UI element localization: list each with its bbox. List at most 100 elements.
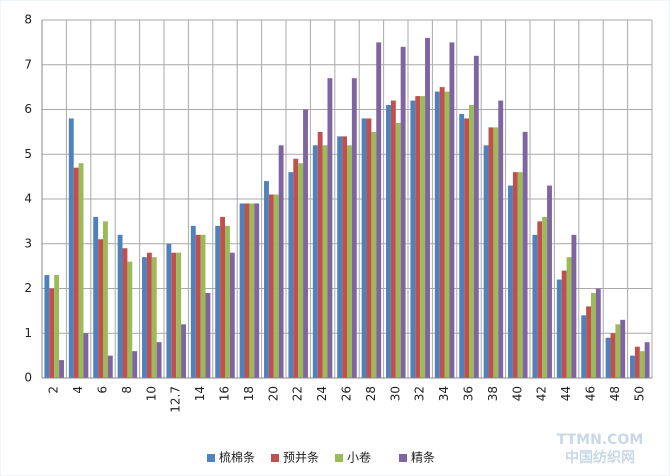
x-tick-label: 30 — [388, 386, 402, 401]
bar — [615, 324, 621, 378]
bar — [542, 216, 548, 378]
y-tick-label: 6 — [24, 102, 32, 116]
bar — [591, 292, 596, 378]
y-tick-label: 5 — [24, 147, 32, 161]
x-tick-label: 34 — [437, 386, 451, 401]
bar — [415, 96, 421, 378]
x-tick-label: 44 — [559, 386, 573, 401]
bar — [44, 275, 50, 378]
bar — [132, 351, 138, 378]
bar — [200, 234, 206, 378]
bar — [371, 131, 377, 378]
bar — [493, 127, 499, 379]
bar — [278, 145, 284, 378]
bar — [264, 181, 269, 378]
x-tick-label: 12.7 — [169, 386, 183, 413]
bar — [49, 288, 55, 378]
x-tick-label: 28 — [364, 386, 378, 401]
bar — [181, 324, 186, 378]
y-tick-label: 8 — [24, 13, 32, 27]
bar — [473, 55, 479, 379]
x-tick-label: 36 — [462, 386, 476, 401]
bar — [464, 118, 469, 378]
x-tick-label: 50 — [632, 386, 646, 401]
bar — [361, 118, 367, 378]
legend-swatch — [399, 454, 407, 462]
legend-swatch — [335, 454, 343, 462]
bar — [512, 172, 518, 378]
bar — [410, 100, 416, 379]
bar — [54, 275, 60, 378]
x-tick-label: 16 — [218, 386, 232, 401]
bar — [469, 105, 474, 379]
bar — [449, 42, 455, 378]
bar — [586, 306, 591, 378]
bar — [205, 292, 211, 378]
bar — [156, 342, 162, 378]
x-tick-label: 20 — [266, 386, 280, 401]
bar — [303, 109, 308, 378]
bar — [547, 185, 552, 378]
bar — [639, 351, 645, 378]
bar — [190, 225, 196, 378]
bar — [508, 185, 513, 378]
watermark: 中国纺织网 — [565, 449, 635, 466]
legend-label: 精条 — [411, 451, 435, 465]
y-tick-label: 7 — [24, 57, 32, 71]
bar — [386, 105, 391, 379]
x-tick-label: 48 — [608, 386, 622, 401]
bar — [537, 221, 543, 378]
bar — [195, 234, 201, 378]
bar — [244, 203, 250, 378]
legend-swatch — [271, 454, 279, 462]
x-tick-label: 38 — [486, 386, 500, 401]
bar — [93, 216, 99, 378]
x-tick-label: 8 — [120, 386, 134, 394]
legend-label: 预并条 — [283, 451, 319, 465]
bar — [488, 127, 494, 379]
x-tick-label: 2 — [47, 386, 61, 394]
bar — [390, 100, 396, 379]
bar — [146, 252, 152, 378]
bar — [498, 100, 504, 379]
watermark: TTMN.COM — [557, 432, 644, 448]
bar — [566, 257, 572, 378]
bar — [522, 131, 528, 378]
bar — [312, 145, 318, 378]
bar — [483, 145, 489, 378]
bar — [634, 346, 640, 378]
x-tick-label: 40 — [510, 386, 524, 401]
bar — [342, 136, 347, 378]
bar — [293, 158, 299, 378]
bar — [166, 243, 172, 378]
x-tick-label: 42 — [535, 386, 549, 401]
bar — [459, 113, 465, 378]
x-tick-label: 24 — [315, 386, 329, 401]
bar — [581, 315, 587, 378]
bar — [103, 221, 108, 378]
x-tick-label: 22 — [291, 386, 305, 401]
bar — [122, 248, 128, 378]
bar — [561, 270, 567, 378]
bar — [420, 96, 426, 378]
bar — [337, 136, 343, 378]
bar — [249, 203, 255, 378]
bar — [400, 46, 406, 378]
bar — [376, 42, 382, 378]
bar — [630, 355, 635, 378]
x-tick-label: 26 — [340, 386, 354, 401]
legend-label: 梳棉条 — [219, 450, 255, 465]
legend-swatch — [207, 454, 215, 462]
bar — [83, 333, 89, 378]
bar — [73, 167, 79, 378]
x-tick-label: 4 — [71, 386, 85, 394]
x-tick-label: 32 — [413, 386, 427, 401]
bar — [288, 172, 294, 378]
bar — [117, 234, 123, 378]
legend-label: 小卷 — [347, 450, 371, 465]
y-tick-label: 4 — [24, 192, 32, 206]
bar — [517, 172, 523, 378]
bar — [434, 91, 440, 378]
bar — [225, 225, 230, 378]
